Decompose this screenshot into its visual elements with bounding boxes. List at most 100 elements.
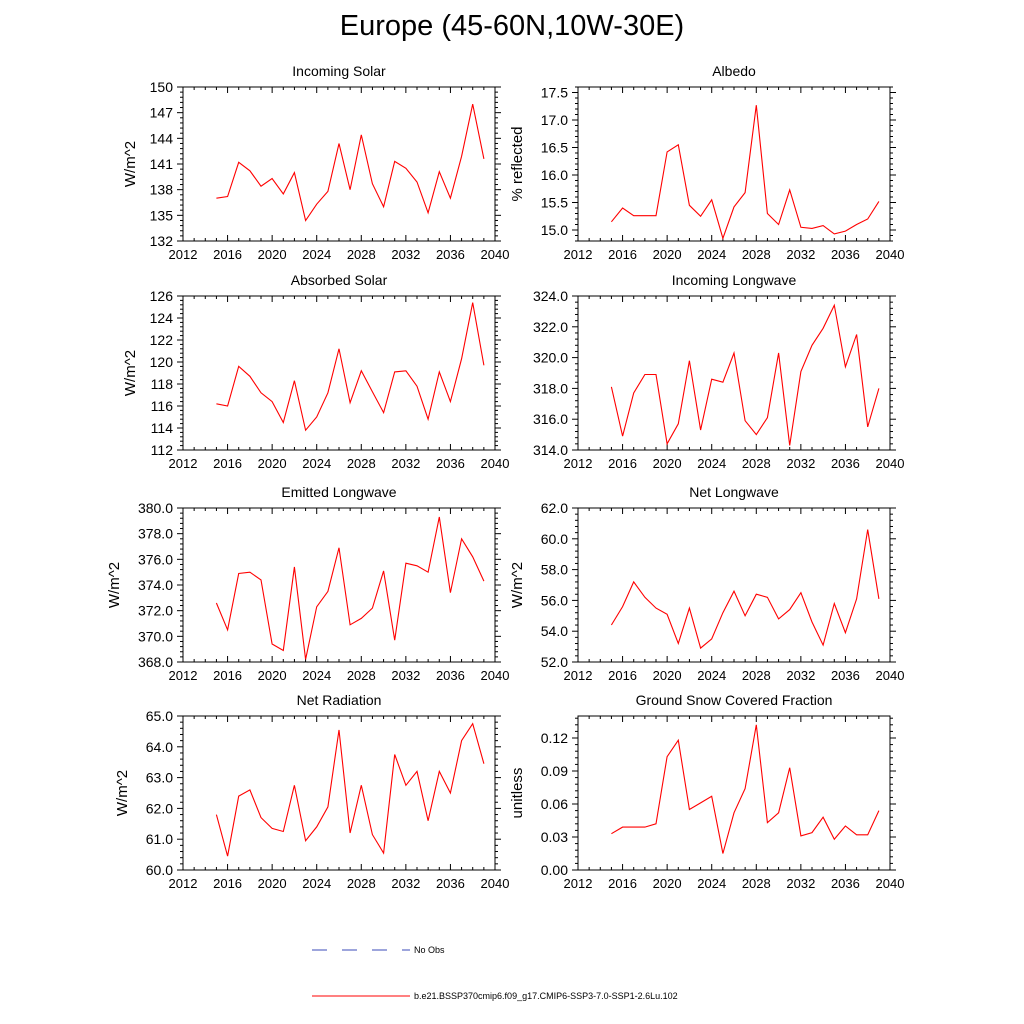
y-tick-label: 124 <box>150 310 174 326</box>
y-tick-label: 52.0 <box>541 654 568 670</box>
chart-panel-1: 2012 2016 2020 2024 2028 2032 2036 2040 132 135 13… <box>122 63 509 262</box>
y-tick-label: 0.03 <box>541 829 568 845</box>
x-tick-label: 2024 <box>302 668 331 683</box>
x-tick-label: 2036 <box>436 876 465 891</box>
x-tick-label: 2020 <box>653 668 682 683</box>
y-tick-label: 314.0 <box>533 442 568 458</box>
y-axis-label: W/m^2 <box>122 141 139 187</box>
y-tick-label: 378.0 <box>138 526 173 542</box>
y-tick-label: 16.5 <box>541 140 568 156</box>
x-tick-label: 2012 <box>169 247 198 262</box>
x-tick-label: 2024 <box>697 247 726 262</box>
panel-title: Emitted Longwave <box>281 484 396 500</box>
series-line <box>215 722 485 857</box>
x-tick-label: 2012 <box>169 876 198 891</box>
x-tick-label: 2032 <box>391 876 420 891</box>
x-tick-label: 2012 <box>564 456 593 471</box>
y-tick-label: 17.5 <box>541 85 568 101</box>
x-tick-label: 2040 <box>876 876 905 891</box>
x-tick-label: 2028 <box>347 247 376 262</box>
y-tick-label: 147 <box>150 105 174 121</box>
x-tick-label: 2032 <box>391 247 420 262</box>
x-tick-label: 2024 <box>302 876 331 891</box>
x-tick-label: 2032 <box>786 668 815 683</box>
x-tick-label: 2040 <box>481 456 510 471</box>
y-axis-label: W/m^2 <box>114 770 131 816</box>
y-tick-label: 320.0 <box>533 350 568 366</box>
y-tick-label: 316.0 <box>533 411 568 427</box>
x-tick-label: 2040 <box>876 668 905 683</box>
y-tick-label: 17.0 <box>541 112 568 128</box>
y-tick-label: 120 <box>150 354 174 370</box>
x-tick-label: 2036 <box>831 247 860 262</box>
y-tick-label: 374.0 <box>138 577 173 593</box>
x-tick-label: 2020 <box>258 876 287 891</box>
x-tick-label: 2016 <box>213 668 242 683</box>
x-tick-label: 2012 <box>169 456 198 471</box>
x-tick-label: 2024 <box>302 456 331 471</box>
chart-panel-4: 2012 2016 2020 2024 2028 2032 2036 2040 314.0 316… <box>533 272 905 471</box>
y-tick-label: 114 <box>151 420 174 436</box>
chart-panel-8: 2012 2016 2020 2024 2028 2032 2036 2040 0.00 0.03… <box>509 692 904 891</box>
y-tick-label: 368.0 <box>138 654 173 670</box>
x-tick-label: 2036 <box>436 668 465 683</box>
y-tick-label: 116 <box>151 398 174 414</box>
x-tick-label: 2036 <box>436 247 465 262</box>
x-tick-label: 2016 <box>213 876 242 891</box>
x-tick-label: 2032 <box>391 456 420 471</box>
y-tick-label: 56.0 <box>541 592 568 608</box>
plot-frame <box>577 507 891 663</box>
x-tick-label: 2028 <box>742 247 771 262</box>
series-line <box>216 103 485 222</box>
y-tick-label: 16.0 <box>541 167 568 183</box>
y-tick-label: 372.0 <box>138 603 173 619</box>
y-tick-label: 135 <box>150 207 174 223</box>
y-tick-label: 132 <box>150 233 174 249</box>
x-tick-label: 2036 <box>831 876 860 891</box>
y-tick-label: 318.0 <box>533 380 568 396</box>
series-line <box>610 529 880 650</box>
y-tick-label: 63.0 <box>146 770 173 786</box>
y-tick-label: 60.0 <box>541 531 568 547</box>
plot-frame <box>577 715 891 871</box>
y-axis-label: unitless <box>509 768 526 819</box>
x-tick-label: 2036 <box>831 668 860 683</box>
x-tick-label: 2012 <box>169 668 198 683</box>
plot-frame <box>182 507 496 663</box>
series-line <box>610 303 880 446</box>
x-tick-label: 2032 <box>391 668 420 683</box>
panel-title: Albedo <box>712 63 756 79</box>
y-tick-label: 15.0 <box>541 222 568 238</box>
x-tick-label: 2028 <box>742 668 771 683</box>
y-tick-label: 138 <box>150 182 174 198</box>
y-tick-label: 58.0 <box>541 562 568 578</box>
x-tick-label: 2028 <box>347 876 376 891</box>
x-tick-label: 2020 <box>653 456 682 471</box>
x-tick-label: 2016 <box>213 247 242 262</box>
panel-title: Incoming Longwave <box>672 272 797 288</box>
panel-title: Net Radiation <box>297 692 382 708</box>
x-tick-label: 2040 <box>481 668 510 683</box>
chart-panel-7: 2012 2016 2020 2024 2028 2032 2036 2040 60.0 61.0… <box>114 692 509 891</box>
y-tick-label: 324.0 <box>533 288 568 304</box>
y-tick-label: 126 <box>150 288 174 304</box>
x-tick-label: 2020 <box>258 668 287 683</box>
y-tick-label: 150 <box>150 79 174 95</box>
y-tick-label: 54.0 <box>541 623 568 639</box>
y-tick-label: 61.0 <box>146 831 173 847</box>
y-tick-label: 65.0 <box>146 708 173 724</box>
x-tick-label: 2024 <box>302 247 331 262</box>
x-tick-label: 2020 <box>653 876 682 891</box>
y-tick-label: 0.09 <box>541 763 568 779</box>
legend-label-obs: No Obs <box>414 945 445 955</box>
x-tick-label: 2032 <box>786 247 815 262</box>
x-tick-label: 2032 <box>786 456 815 471</box>
y-axis-label: W/m^2 <box>106 562 123 608</box>
x-tick-label: 2012 <box>564 876 593 891</box>
legend-label-run: b.e21.BSSP370cmip6.f09_g17.CMIP6-SSP3-7.… <box>414 991 678 1001</box>
y-tick-label: 0.12 <box>541 730 568 746</box>
y-tick-label: 60.0 <box>146 862 173 878</box>
y-axis-label: W/m^2 <box>122 350 139 396</box>
series-line <box>610 105 880 241</box>
